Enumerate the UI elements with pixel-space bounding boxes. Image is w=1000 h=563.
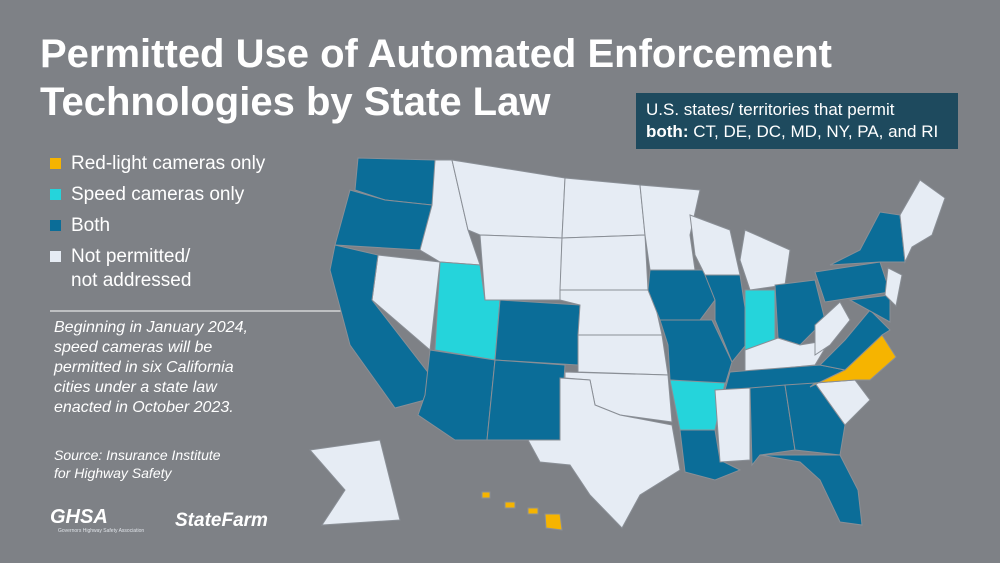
legend-text: Red-light cameras only — [71, 153, 266, 174]
logo: GHSA — [50, 506, 108, 528]
state — [417, 349, 496, 441]
title: Permitted Use of Automated Enforcement Te… — [40, 30, 832, 126]
legend-text: Speed cameras only — [71, 184, 245, 205]
state — [829, 211, 906, 266]
note-line: speed cameras will be — [54, 339, 213, 356]
state — [784, 382, 846, 456]
legend-item: Speed cameras only — [50, 183, 265, 207]
state — [647, 269, 716, 321]
state — [527, 507, 539, 515]
callout-lead: both: — [646, 122, 689, 141]
state — [561, 177, 646, 239]
legend-text: Both — [71, 215, 111, 236]
legend-swatch — [50, 158, 61, 169]
state — [494, 299, 581, 366]
state — [714, 387, 751, 463]
legend-label: Not permitted/not addressed — [71, 245, 191, 293]
state — [689, 214, 741, 276]
state — [481, 491, 491, 499]
callout-list: CT, DE, DC, MD, NY, PA, and RI — [693, 122, 939, 141]
state — [739, 229, 791, 291]
logo: StateFarm — [175, 510, 268, 531]
state — [309, 439, 401, 526]
state — [749, 384, 796, 467]
state — [639, 184, 701, 271]
source-line: for Highway Safety — [54, 465, 172, 481]
note-line: cities under a state law — [54, 379, 217, 396]
state — [774, 279, 826, 346]
callout: U.S. states/ territories that permit both… — [636, 93, 958, 149]
note-line: Beginning in January 2024, — [54, 319, 248, 336]
state — [334, 189, 433, 251]
state — [451, 159, 566, 239]
legend-swatch — [50, 251, 61, 262]
state — [818, 309, 891, 371]
state — [527, 377, 681, 529]
legend-swatch — [50, 220, 61, 231]
legend-label: Red-light cameras only — [71, 152, 265, 176]
state — [704, 274, 751, 363]
state — [504, 501, 516, 509]
state — [544, 513, 563, 531]
note-line: permitted in six California — [54, 359, 234, 376]
legend-item: Red-light cameras only — [50, 152, 265, 176]
title-line: Permitted Use of Automated Enforcement — [40, 32, 832, 76]
legend-text: Not permitted/ — [71, 246, 191, 267]
note-line: enacted in October 2023. — [54, 399, 234, 416]
legend: Red-light cameras only Speed cameras only… — [50, 152, 265, 300]
state — [679, 429, 742, 481]
legend-swatch — [50, 189, 61, 200]
state — [848, 294, 891, 323]
title-line: Technologies by State Law — [40, 80, 551, 124]
legend-label: Both — [71, 214, 110, 238]
state — [884, 267, 903, 308]
logo-sub: Governors Highway Safety Association — [58, 528, 145, 534]
states — [309, 157, 946, 531]
state — [577, 334, 669, 376]
state — [479, 234, 563, 301]
note: Beginning in January 2024, speed cameras … — [54, 318, 284, 418]
state — [559, 234, 649, 291]
state — [899, 179, 946, 264]
source: Source: Insurance Institute for Highway S… — [54, 446, 221, 482]
source-line: Source: Insurance Institute — [54, 447, 221, 463]
callout-lead: U.S. states/ territories that permit — [646, 100, 895, 119]
legend-label: Speed cameras only — [71, 183, 244, 207]
state — [486, 359, 566, 441]
legend-item: Not permitted/not addressed — [50, 245, 265, 293]
state — [814, 301, 851, 356]
state — [759, 454, 863, 526]
legend-text: not addressed — [71, 270, 192, 291]
legend-item: Both — [50, 214, 265, 238]
